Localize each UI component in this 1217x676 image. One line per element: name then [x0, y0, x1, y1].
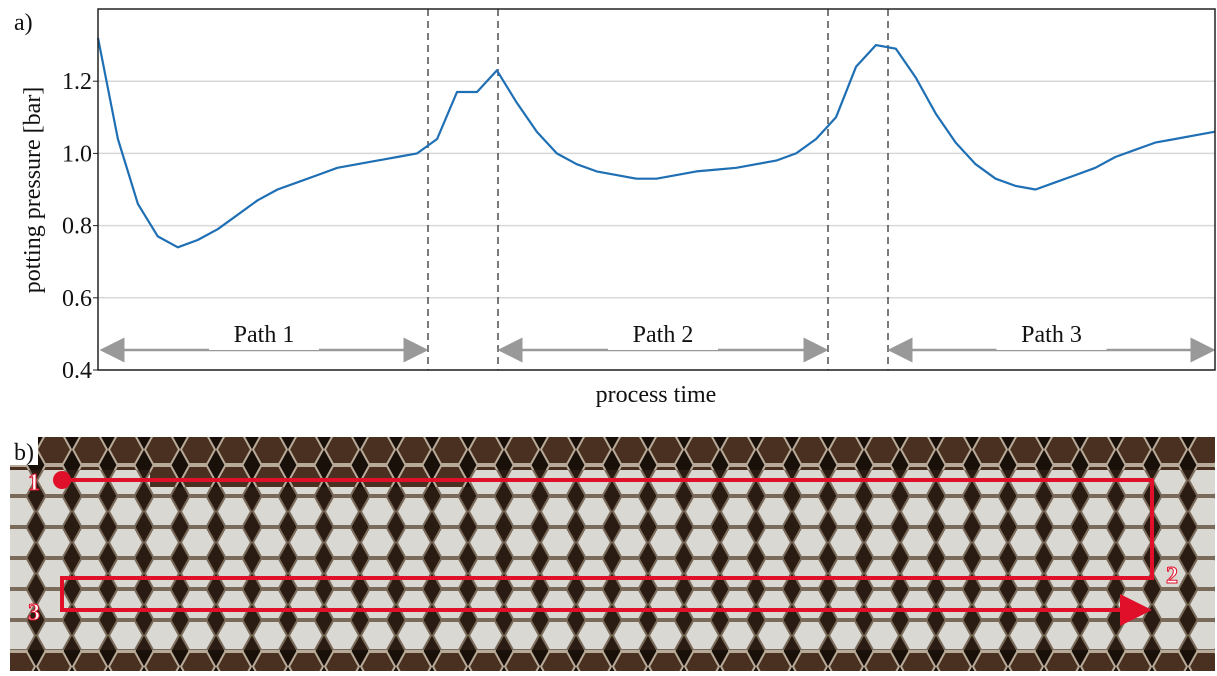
panel-label: a): [14, 10, 33, 36]
panel-label: b): [14, 440, 34, 466]
y-tick-label: 0.6: [62, 286, 92, 312]
y-axis-label: potting pressure [bar]: [20, 87, 46, 294]
photo-panel: b) 1 2 3: [10, 437, 1215, 671]
label-bg: [209, 320, 319, 350]
label-bg: [608, 320, 718, 350]
plot-frame: [97, 8, 1216, 371]
plot-area: 0.4 0.6 0.8 1.0 1.2 Path 1 Path 2 Path 3: [62, 8, 1216, 384]
path-marker: 2: [1166, 563, 1178, 589]
data-line: [96, 37, 1216, 249]
start-point: [53, 471, 71, 489]
y-tick-label: 0.4: [62, 358, 92, 384]
comb-filled: [10, 470, 1215, 650]
annotation: Path 2: [633, 322, 694, 348]
path-marker: 1: [28, 470, 40, 496]
nozzle-path: [60, 478, 1154, 626]
path-marker: 3: [28, 600, 40, 626]
y-tick-label: 0.8: [62, 214, 92, 240]
annotation: Path 1: [234, 322, 295, 348]
y-tick-label: 1.2: [62, 69, 92, 95]
label-bg: [996, 320, 1107, 350]
annotation: Path 3: [1021, 322, 1082, 348]
x-axis-label: process time: [596, 382, 717, 408]
label-bg: [10, 437, 38, 465]
y-tick-label: 1.0: [62, 141, 92, 167]
